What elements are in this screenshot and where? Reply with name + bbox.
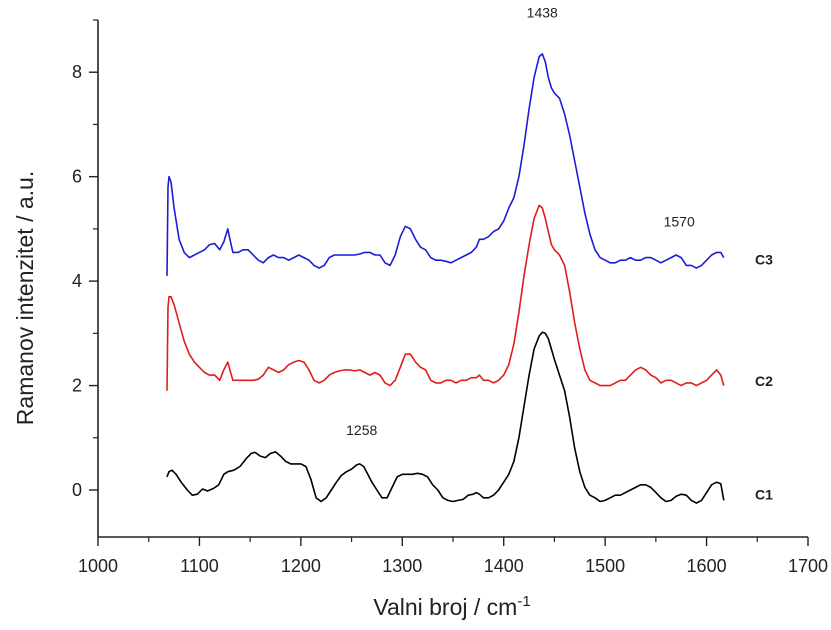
series-label-c1: C1	[755, 486, 773, 502]
x-tick-label: 1200	[281, 556, 321, 576]
series-label-c2: C2	[755, 373, 773, 389]
labels-layer: C1 C2 C3 1438 1570 1258	[346, 4, 773, 502]
y-tick-label: 4	[72, 271, 82, 291]
series-line-c1	[166, 331, 725, 504]
series-line-c3	[166, 53, 725, 276]
peak-annotation-1438: 1438	[527, 4, 558, 20]
x-tick-label: 1700	[788, 556, 828, 576]
y-tick-label: 8	[72, 62, 82, 82]
x-tick-label: 1000	[78, 556, 118, 576]
x-axis-title-superscript: -1	[517, 593, 530, 610]
y-axis-title: Ramanov intenzitet / a.u.	[12, 171, 38, 425]
x-tick-label: 1400	[484, 556, 524, 576]
y-tick-label: 6	[72, 167, 82, 187]
series-label-c3: C3	[755, 251, 773, 267]
x-axis-title: Valni broj / cm-1	[373, 593, 530, 620]
series-line-c2	[166, 204, 725, 391]
x-tick-label: 1500	[585, 556, 625, 576]
x-tick-label: 1100	[180, 556, 219, 576]
y-tick-label: 2	[72, 376, 82, 396]
x-tick-label: 1600	[687, 556, 727, 576]
x-tick-label: 1300	[382, 556, 422, 576]
y-tick-label: 0	[72, 480, 82, 500]
series-layer	[166, 53, 725, 504]
peak-annotation-1258: 1258	[346, 422, 377, 438]
peak-annotation-1570: 1570	[664, 213, 695, 229]
axes: 1000 1100 1200 1300 1400 1500 1600 1700 0 2 4 6 8	[72, 19, 828, 576]
x-axis-title-text: Valni broj / cm	[373, 594, 517, 620]
